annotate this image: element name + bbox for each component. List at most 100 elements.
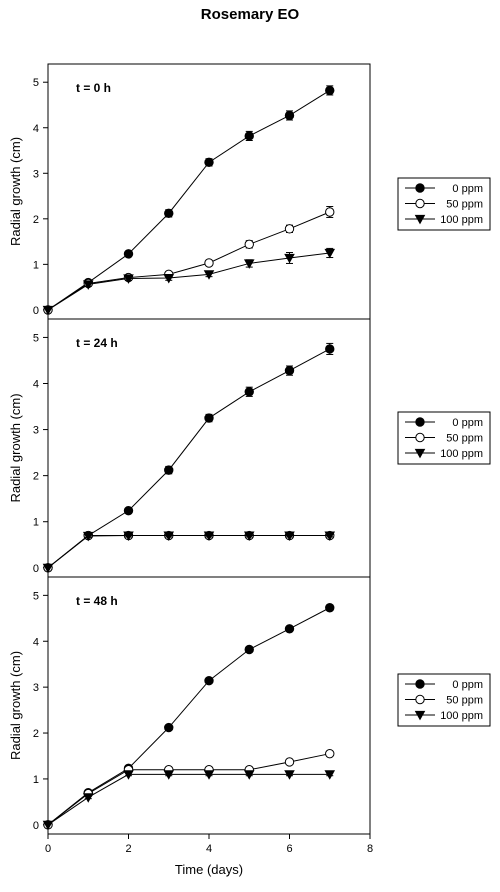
legend-marker <box>415 183 425 193</box>
y-tick-label: 2 <box>33 471 39 483</box>
data-point <box>243 770 255 780</box>
plot-frame <box>47 576 371 835</box>
legend-entry: 0 ppm <box>452 417 483 429</box>
y-tick-label: 3 <box>33 682 39 694</box>
x-tick-label: 2 <box>125 843 131 855</box>
chart-title: Rosemary EO <box>200 6 300 23</box>
series-100-ppm <box>42 531 336 574</box>
legend-marker <box>414 710 426 721</box>
legend-entry: 50 ppm <box>446 695 483 707</box>
data-point <box>164 208 174 219</box>
data-point <box>243 531 255 541</box>
data-point <box>82 793 94 803</box>
series-line <box>47 252 330 311</box>
data-point <box>204 258 214 268</box>
series-line <box>47 211 330 311</box>
x-tick-label: 6 <box>286 843 292 855</box>
series-100-ppm <box>42 247 336 316</box>
data-point <box>325 603 335 613</box>
series-line <box>47 753 330 826</box>
series-line <box>47 348 330 569</box>
series-100-ppm <box>42 770 336 831</box>
y-tick-label: 3 <box>33 168 39 180</box>
data-point <box>203 770 215 780</box>
legend-marker <box>415 198 425 209</box>
data-point <box>123 531 134 541</box>
y-tick-label: 2 <box>33 728 39 740</box>
data-point <box>244 131 254 141</box>
series-line <box>47 535 330 569</box>
data-point <box>42 820 54 831</box>
data-point <box>325 85 335 96</box>
data-point <box>163 273 175 284</box>
data-point <box>204 157 214 168</box>
series-line <box>47 535 330 569</box>
data-point <box>324 770 336 780</box>
data-point <box>204 676 214 686</box>
y-tick-label: 1 <box>33 517 39 529</box>
chart-panel-2: 0 1 2 3 4 5 Radial growth (cm) t = 24 h 0 ppm 50 … <box>8 318 491 578</box>
data-point <box>82 280 94 290</box>
data-point <box>284 757 295 767</box>
legend-entry: 50 ppm <box>446 199 483 211</box>
panel-label: t = 48 h <box>76 594 118 608</box>
x-axis-label: Time (days) <box>175 862 243 877</box>
data-point <box>203 531 215 541</box>
x-tick-label: 4 <box>206 843 212 855</box>
data-point <box>163 531 175 541</box>
data-point <box>284 770 295 780</box>
panel-label: t = 0 h <box>76 81 111 95</box>
data-point <box>42 305 54 316</box>
legend-marker <box>414 214 426 225</box>
y-tick-label: 5 <box>33 77 39 89</box>
data-point <box>163 770 175 780</box>
data-point <box>284 624 295 634</box>
y-tick-label: 3 <box>33 425 39 437</box>
y-tick-label: 5 <box>33 332 39 344</box>
y-tick-label: 4 <box>33 379 39 391</box>
legend-marker <box>415 694 425 705</box>
data-point <box>243 259 255 269</box>
data-point <box>123 770 134 780</box>
y-tick-label: 4 <box>33 636 39 648</box>
y-tick-label: 5 <box>33 590 39 602</box>
data-point <box>284 224 295 234</box>
data-point <box>123 505 134 516</box>
legend: 0 ppm 50 ppm 100 ppm <box>397 411 491 465</box>
data-point <box>284 253 295 264</box>
data-point <box>324 248 336 259</box>
y-axis-label: Radial growth (cm) <box>8 651 23 760</box>
legend-entry: 100 ppm <box>440 214 483 226</box>
plot-frame <box>47 63 371 320</box>
legend-entry: 50 ppm <box>446 433 483 445</box>
data-point <box>284 531 295 541</box>
legend: 0 ppm 50 ppm 100 ppm <box>397 177 491 231</box>
series-line <box>47 773 330 826</box>
y-axis-label: Radial growth (cm) <box>8 393 23 502</box>
series-50-ppm <box>43 748 335 830</box>
data-point <box>325 344 335 354</box>
chart-panel-3: 0 1 2 3 4 5 0 2 4 6 8 Radial growth (cm) Time (days)… <box>8 576 491 877</box>
data-point <box>244 387 254 397</box>
data-point <box>164 722 174 733</box>
legend-marker <box>415 417 425 427</box>
data-point <box>204 413 214 423</box>
panel-label: t = 24 h <box>76 336 118 350</box>
data-point <box>284 365 295 376</box>
x-tick-label: 0 <box>45 843 51 855</box>
legend-marker <box>415 679 425 689</box>
x-tick-label: 8 <box>367 843 373 855</box>
legend-entry: 100 ppm <box>440 448 483 460</box>
chart-panel-1: 0 1 2 3 4 5 Radial growth (cm) t = 0 h 0 ppm 50 p… <box>8 63 491 320</box>
data-point <box>244 239 254 250</box>
y-tick-label: 0 <box>33 563 39 575</box>
data-point <box>284 110 295 121</box>
data-point <box>42 563 54 574</box>
legend: 0 ppm 50 ppm 100 ppm <box>397 673 491 727</box>
legend-entry: 100 ppm <box>440 710 483 722</box>
legend-entry: 0 ppm <box>452 679 483 691</box>
y-tick-label: 0 <box>33 820 39 832</box>
data-point <box>244 644 254 655</box>
y-tick-label: 1 <box>33 259 39 271</box>
data-point <box>164 465 174 475</box>
